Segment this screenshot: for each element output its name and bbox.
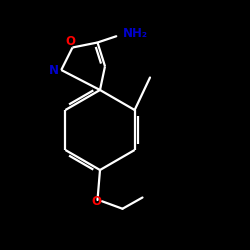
Text: O: O	[91, 195, 101, 208]
Text: NH₂: NH₂	[122, 27, 148, 40]
Text: O: O	[66, 35, 76, 48]
Text: N: N	[49, 64, 59, 76]
